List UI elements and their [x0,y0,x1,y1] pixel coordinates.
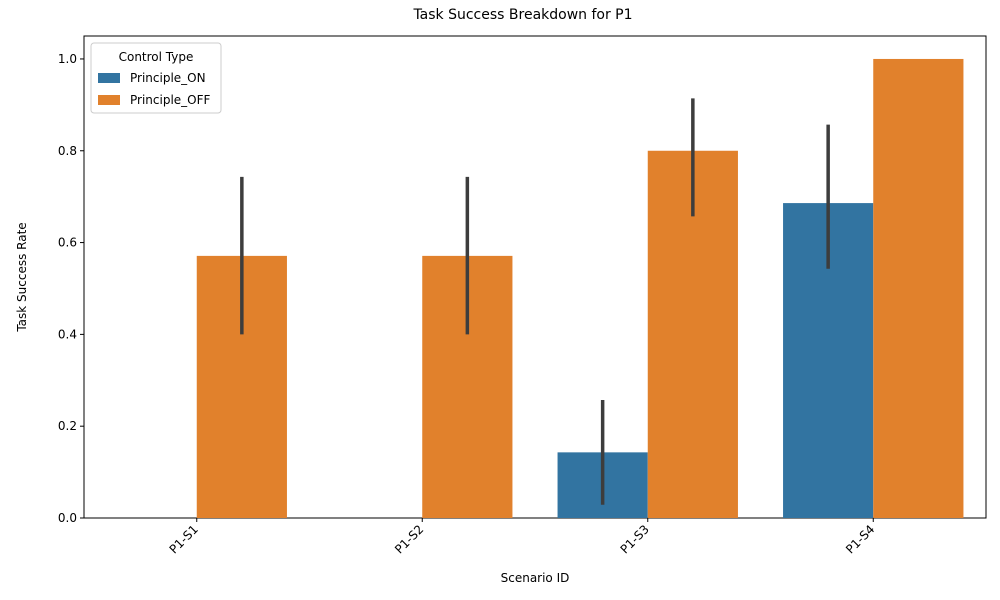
x-tick-label: P1-S1 [167,522,201,556]
x-axis-label: Scenario ID [501,571,570,585]
y-tick-label: 0.2 [58,419,77,433]
x-axis: P1-S1 P1-S2 P1-S3 P1-S4 [167,518,877,556]
legend-entry: Principle_ON [130,71,206,85]
y-tick-label: 1.0 [58,52,77,66]
legend-title: Control Type [119,50,194,64]
y-tick-label: 0.0 [58,511,77,525]
bar [873,58,964,518]
chart-title: Task Success Breakdown for P1 [412,7,632,23]
y-tick-label: 0.8 [58,144,77,158]
x-tick-label: P1-S2 [392,522,426,556]
legend: Control Type Principle_ON Principle_OFF [90,42,222,114]
legend-entry: Principle_OFF [130,93,211,107]
y-axis-label: Task Success Rate [15,222,29,332]
legend-swatch [98,95,120,105]
y-tick-label: 0.6 [58,236,77,250]
x-tick-label: P1-S4 [843,522,877,556]
y-tick-label: 0.4 [58,327,77,341]
legend-swatch [98,73,120,83]
legend-box [90,42,222,114]
plot-frame [83,35,987,519]
y-axis: 0.0 0.2 0.4 0.6 0.8 1.0 [58,52,84,525]
bars-group [196,58,964,519]
x-tick-label: P1-S3 [618,522,652,556]
